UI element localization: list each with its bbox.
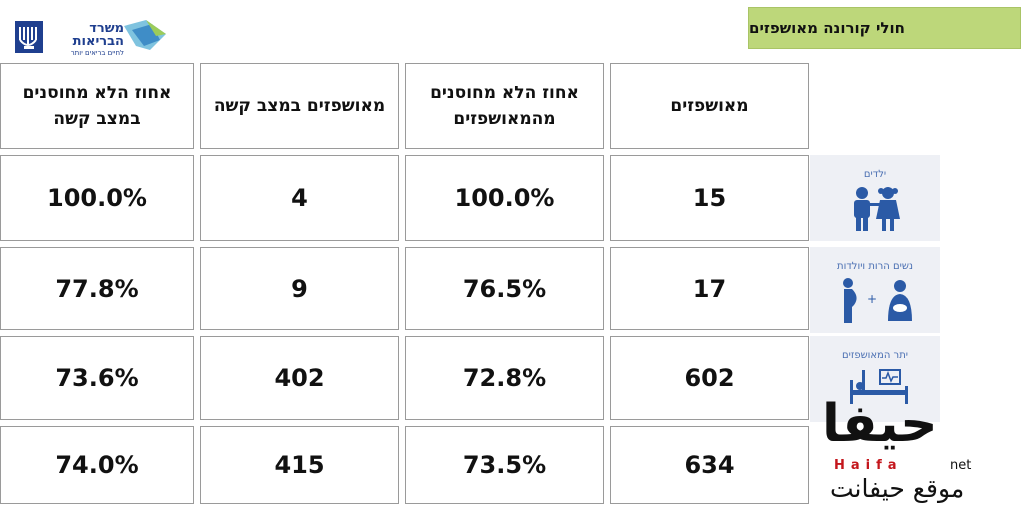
page-title: חולי קורונה מאושפזים	[748, 7, 1021, 49]
header-unvaccinated-pct: אחוז הלא מחוסנים מהמאושפזים	[405, 63, 604, 149]
table-cell: 602	[610, 336, 809, 420]
row-label-text: נשים הרות ויולדות	[837, 261, 913, 272]
pregnant-women-icon: +	[843, 278, 912, 323]
table-cell: 17	[610, 247, 809, 330]
table-cell: 73.5%	[405, 426, 604, 504]
table-cell: 73.6%	[0, 336, 194, 420]
row-label-children: ילדים	[810, 155, 940, 241]
table-cell: 100.0%	[405, 155, 604, 241]
header-unvaccinated-severe-pct: אחוז הלא מחוסנים במצב קשה	[0, 63, 194, 149]
watermark-suffix: net	[950, 458, 972, 473]
svg-text:+: +	[867, 292, 877, 306]
table-cell: 4	[200, 155, 399, 241]
row-label-text: ילדים	[863, 169, 887, 180]
row-label-text: יתר המאושפזים	[841, 350, 909, 361]
table-cell: 402	[200, 336, 399, 420]
row-label-pregnant: נשים הרות ויולדות +	[810, 247, 940, 333]
watermark-arabic-sub: موقع حيفانت	[830, 474, 965, 503]
haifa-net-watermark: حيفا Haifa net موقع حيفانت	[822, 394, 1018, 512]
header-severe: מאושפזים במצב קשה	[200, 63, 399, 149]
menorah-emblem-icon	[15, 21, 43, 53]
children-icon	[854, 187, 900, 231]
table-cell: 72.8%	[405, 336, 604, 420]
hospital-bed-icon	[850, 369, 908, 404]
table-cell: 15	[610, 155, 809, 241]
table-cell: 634	[610, 426, 809, 504]
watermark-latin: Haifa	[834, 458, 903, 473]
table-cell: 76.5%	[405, 247, 604, 330]
table-cell: 9	[200, 247, 399, 330]
ministry-logo: משרד הבריאות לחיים בריאים יותר	[12, 12, 166, 60]
leaf-logo-icon	[124, 20, 166, 50]
logo-name: משרד הבריאות	[72, 21, 124, 49]
watermark-arabic-logo: حيفا	[822, 394, 941, 454]
header-hospitalized: מאושפזים	[610, 63, 809, 149]
table-cell: 77.8%	[0, 247, 194, 330]
table-cell: 74.0%	[0, 426, 194, 504]
row-label-other: יתר המאושפזים	[810, 336, 940, 422]
table-cell: 415	[200, 426, 399, 504]
logo-tagline: לחיים בריאים יותר	[70, 49, 124, 57]
table-cell: 100.0%	[0, 155, 194, 241]
